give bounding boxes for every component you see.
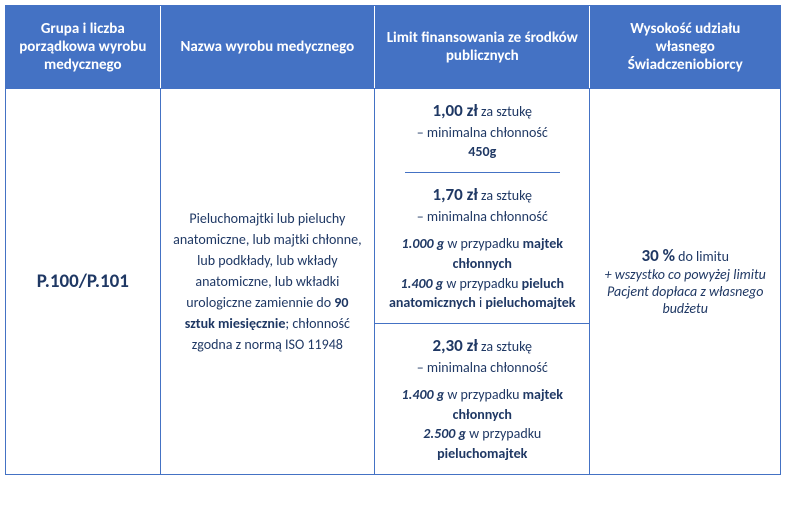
header-group: Grupa i liczba porządkowa wyrobu medyczn… [6, 6, 161, 88]
cell-code: P.100/P.101 [6, 88, 161, 474]
product-description: Pieluchomajtki lub pieluchy anatomiczne,… [171, 208, 364, 355]
cell-share: 30 % do limitu + wszystko co powyżej lim… [590, 88, 780, 474]
tier3-spec2-prod: pieluchomajtek [437, 445, 527, 462]
tier2-spec2-val: 1.400 g [401, 275, 444, 292]
tier2-spec2-txt: w przypadku [443, 275, 521, 292]
table-header-row: Grupa i liczba porządkowa wyrobu medyczn… [6, 6, 780, 88]
limit-tier-1: 1,00 zł za sztukę – minimalna chłonność … [405, 89, 560, 173]
tier3-spec1-txt: w przypadku [444, 386, 522, 403]
tier3-line2: – minimalna chłonność [417, 358, 548, 378]
share-percent: 30 % [642, 245, 675, 266]
tier1-absorb: 450g [468, 143, 496, 160]
header-limit: Limit finansowania ze środków publicznyc… [375, 6, 590, 88]
cell-product: Pieluchomajtki lub pieluchy anatomiczne,… [161, 88, 375, 474]
tier2-spec1-val: 1.000 g [402, 235, 445, 252]
share-rest: do limitu [675, 248, 729, 265]
limit-tier-3: 2,30 zł za sztukę – minimalna chłonność … [375, 324, 589, 474]
price-2: 1,70 zł [433, 184, 478, 205]
header-product: Nazwa wyrobu medycznego [161, 6, 375, 88]
tier1-line2: – minimalna chłonność [417, 123, 548, 143]
tier3-spec2-val: 2.500 g [423, 425, 466, 442]
product-code: P.100/P.101 [37, 270, 129, 293]
tier3-spec2-txt: w przypadku [466, 425, 541, 442]
reimbursement-table: Grupa i liczba porządkowa wyrobu medyczn… [5, 5, 781, 475]
per-unit-3: za sztukę [478, 338, 532, 355]
share-note: + wszystko co powyżej limitu Pacjent dop… [600, 266, 770, 317]
price-3: 2,30 zł [433, 335, 478, 356]
header-share: Wysokość udziału własnego Świadczeniobio… [590, 6, 780, 88]
per-unit-2: za sztukę [478, 187, 532, 204]
limit-tier-2: 1,70 zł za sztukę – minimalna chłonność … [375, 173, 589, 324]
tier3-spec1-val: 1.400 g [402, 386, 445, 403]
tier2-spec2-prod2: pieluchomajtek [485, 294, 575, 311]
per-unit-1: za sztukę [478, 103, 532, 120]
price-1: 1,00 zł [433, 100, 478, 121]
cell-limits: 1,00 zł za sztukę – minimalna chłonność … [375, 88, 590, 474]
tier2-spec1-txt: w przypadku [444, 235, 522, 252]
table-row: P.100/P.101 Pieluchomajtki lub pieluchy … [6, 88, 780, 474]
tier2-spec2-and: i [476, 294, 486, 311]
tier2-line2: – minimalna chłonność [417, 207, 548, 227]
